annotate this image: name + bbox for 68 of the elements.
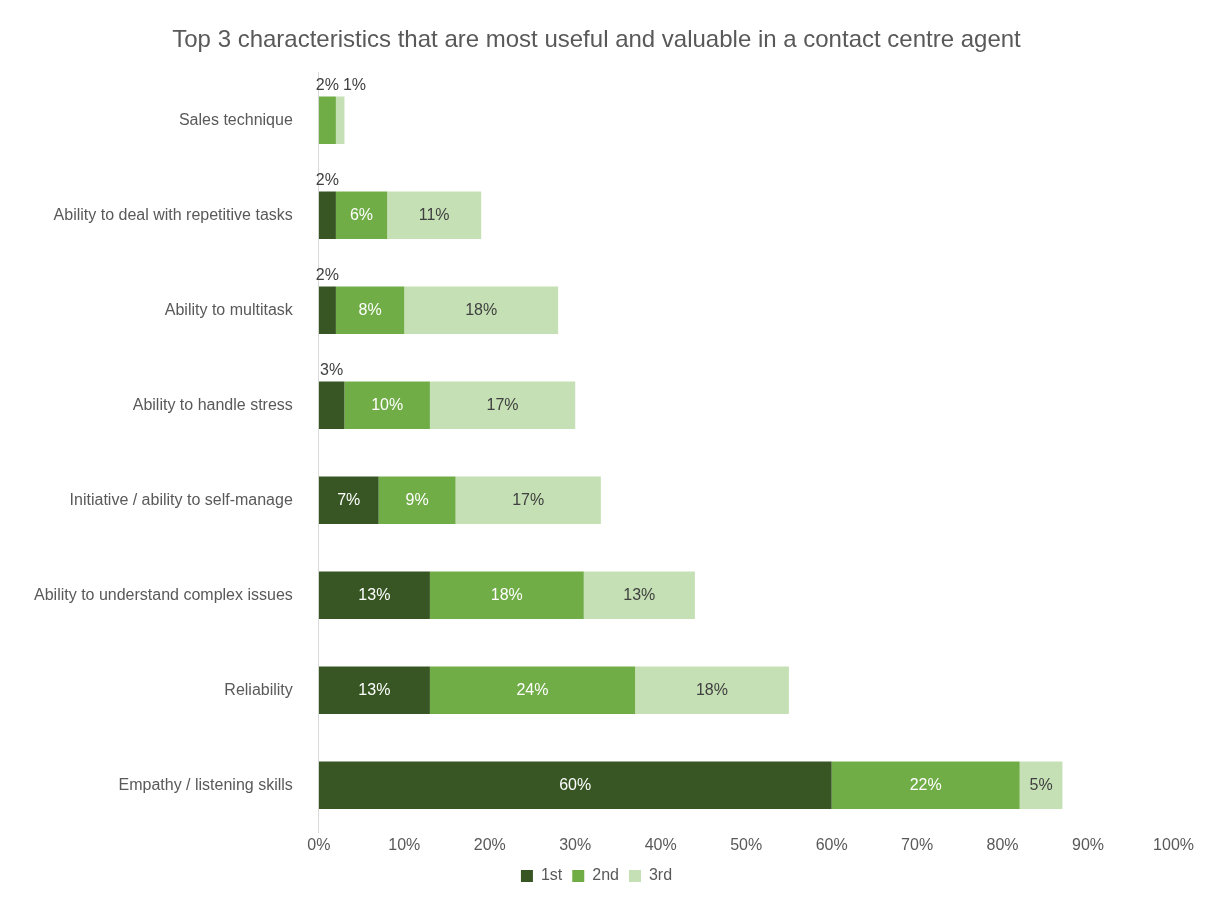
y-tick-label: Ability to understand complex issues [34, 585, 293, 603]
bar [335, 96, 345, 145]
data-label: 22% [909, 775, 942, 793]
data-label: 13% [358, 585, 391, 603]
bar [429, 571, 584, 620]
bar [831, 761, 1020, 810]
x-tick-label: 30% [559, 835, 592, 853]
bar [318, 381, 345, 430]
bar [318, 96, 336, 145]
data-label: 13% [358, 680, 391, 698]
bar [318, 761, 832, 810]
legend-label: 1st [540, 866, 563, 884]
bar [583, 571, 695, 620]
bar [335, 286, 405, 335]
bar [318, 191, 336, 240]
data-label: 18% [465, 300, 498, 318]
x-tick-label: 50% [730, 835, 763, 853]
data-label: 2% [315, 170, 339, 188]
data-label: 60% [559, 775, 592, 793]
chart-title: Top 3 characteristics that are most useful and valuable in a contact centre agent [172, 25, 1022, 53]
data-label: 3% [320, 360, 344, 378]
x-tick-label: 70% [901, 835, 934, 853]
bar [455, 476, 601, 525]
y-tick-label: Empathy / listening skills [118, 775, 293, 793]
x-tick-label: 100% [1153, 835, 1194, 853]
data-label: 8% [358, 300, 382, 318]
legend-label: 2nd [592, 866, 619, 884]
data-label: 6% [349, 205, 374, 223]
x-tick-label: 80% [986, 835, 1019, 853]
data-label: 2% [315, 265, 339, 283]
data-label: 17% [512, 490, 545, 508]
data-label: 5% [1029, 775, 1053, 793]
bar [318, 286, 336, 335]
y-tick-label: Ability to handle stress [132, 395, 293, 413]
data-label: 18% [490, 585, 523, 603]
y-tick-label: Ability to multitask [164, 300, 294, 318]
data-label: 2% [315, 75, 339, 93]
bar [429, 381, 576, 430]
x-tick-label: 40% [644, 835, 677, 853]
data-label: 13% [623, 585, 656, 603]
bar [344, 381, 430, 430]
data-label: 7% [337, 490, 361, 508]
x-tick-label: 90% [1072, 835, 1105, 853]
x-tick-label: 60% [815, 835, 848, 853]
x-tick-label: 0% [307, 835, 331, 853]
y-tick-label: Initiative / ability to self-manage [69, 490, 293, 508]
y-tick-label: Reliability [224, 680, 293, 698]
x-tick-label: 10% [388, 835, 421, 853]
bar [635, 666, 789, 715]
bar [335, 191, 388, 240]
data-label: 18% [695, 680, 728, 698]
y-tick-label: Sales technique [178, 110, 293, 128]
bar [404, 286, 559, 335]
bar [387, 191, 482, 240]
bar [318, 476, 379, 525]
bar [318, 571, 430, 620]
data-label: 1% [342, 75, 367, 93]
y-tick-label: Ability to deal with repetitive tasks [53, 205, 293, 223]
data-label: 9% [405, 490, 429, 508]
data-label: 11% [418, 205, 450, 223]
data-label: 17% [486, 395, 519, 413]
legend-label: 3rd [648, 866, 673, 884]
bar [318, 666, 430, 715]
bar [429, 666, 636, 715]
data-label: 10% [371, 395, 404, 413]
bar [378, 476, 456, 525]
x-tick-label: 20% [473, 835, 506, 853]
data-label: 24% [516, 680, 549, 698]
